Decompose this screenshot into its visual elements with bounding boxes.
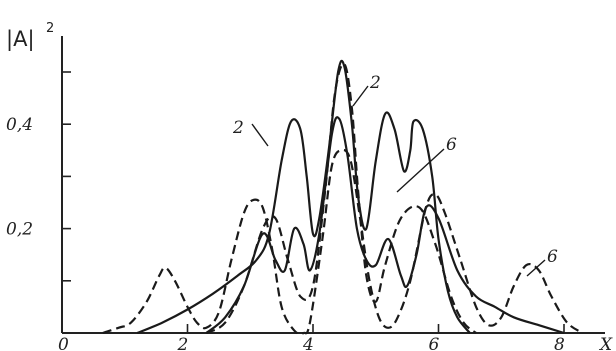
origin-label: 0 <box>58 335 69 351</box>
series-3-dashed-line <box>102 148 584 335</box>
ticks: 2 4 6 8 0,2 0,4 <box>6 71 565 351</box>
x-tick-label-1: 4 <box>302 335 314 351</box>
series-0-solid-line <box>136 59 471 335</box>
annotation-leader-3 <box>526 259 546 277</box>
annotation-label-0: 2 <box>232 118 244 138</box>
axes <box>61 36 605 334</box>
annotation-leader-0 <box>251 123 269 147</box>
annotation-leader-1 <box>352 85 369 107</box>
curves <box>102 59 584 335</box>
y-axis-label: |A| <box>6 27 35 52</box>
y-tick-label-1: 0,4 <box>6 115 33 135</box>
annotation-label-1: 2 <box>369 73 381 93</box>
y-tick-label-0: 0,2 <box>6 220 33 240</box>
annotations: 2 2 6 6 <box>232 73 558 277</box>
y-axis-label-superscript: 2 <box>46 21 54 36</box>
annotation-leader-2 <box>396 148 445 193</box>
x-tick-label-0: 2 <box>177 335 189 351</box>
x-axis-label: X <box>598 335 613 351</box>
x-tick-label-3: 8 <box>554 335 565 351</box>
series-2-solid-line <box>205 116 565 335</box>
x-tick-label-2: 6 <box>429 335 440 351</box>
annotation-label-3: 6 <box>547 247 558 267</box>
annotation-label-2: 6 <box>446 135 457 155</box>
